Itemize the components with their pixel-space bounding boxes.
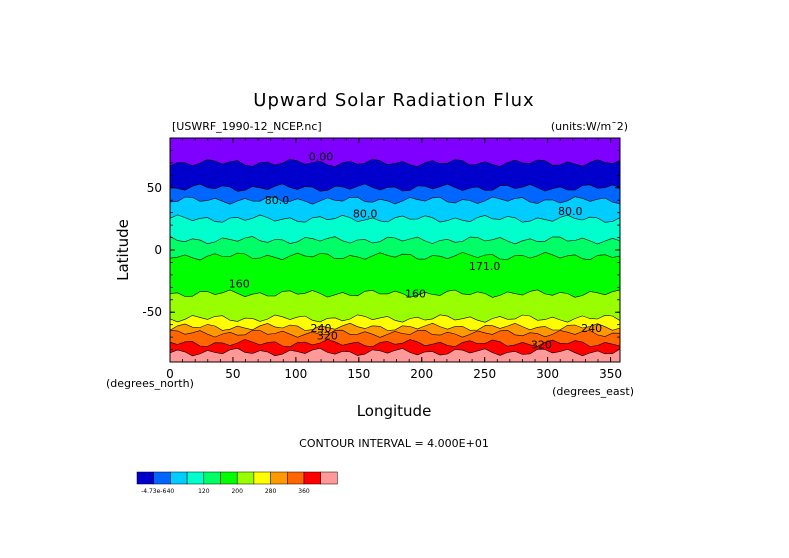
- units-label: (units:W/m¯2): [551, 120, 628, 133]
- colorbar-swatch: [153, 471, 171, 485]
- x-units-label: (degrees_east): [552, 385, 634, 398]
- x-tick-label: 250: [473, 367, 496, 381]
- colorbar-swatch: [320, 471, 338, 485]
- colorbar-swatch: [287, 471, 305, 485]
- x-tick-label: 100: [284, 367, 307, 381]
- colorbar-swatch: [136, 471, 154, 485]
- y-axis-label: Latitude: [114, 219, 132, 281]
- x-tick-label: 150: [347, 367, 370, 381]
- heatmap-band: [169, 347, 621, 363]
- x-tick-label: 0: [166, 367, 174, 381]
- x-tick-label: 50: [225, 367, 240, 381]
- y-tick-label: 0: [154, 243, 162, 257]
- contour-label: 80.0: [265, 194, 290, 207]
- y-tick-label: -50: [142, 305, 162, 319]
- dataset-label: [USWRF_1990-12_NCEP.nc]: [172, 120, 322, 133]
- y-units-label: (degrees_north): [106, 377, 194, 390]
- contour-label: 160: [405, 287, 426, 300]
- colorbar-swatch: [236, 471, 255, 485]
- chart-title: Upward Solar Radiation Flux: [253, 90, 534, 111]
- colorbar: -4.73e-6 40 120 200 280 360: [136, 471, 338, 495]
- y-axis-ticks: 50 0 -50: [142, 150, 620, 350]
- colorbar-swatch: [203, 471, 221, 485]
- x-axis-label: Longitude: [357, 402, 432, 420]
- contour-label: 320: [317, 330, 338, 343]
- colorbar-swatch: [170, 471, 188, 485]
- contour-label: 240: [311, 322, 332, 335]
- x-tick-label: 350: [599, 367, 622, 381]
- x-axis-ticks: 0 50 100 150 200 250 300 350: [166, 138, 622, 381]
- contour-label: 0.00: [309, 150, 334, 163]
- colorbar-swatch: [220, 471, 238, 485]
- colorbar-label: 40: [167, 488, 175, 495]
- colorbar-swatch: [253, 471, 271, 485]
- colorbar-swatch: [270, 471, 288, 485]
- colorbar-label: 280: [265, 488, 277, 495]
- colorbar-label: 120: [198, 488, 210, 495]
- contour-label: 240: [581, 322, 602, 335]
- contour-interval-label: CONTOUR INTERVAL = 4.000E+01: [299, 437, 489, 450]
- colorbar-label: 360: [298, 488, 310, 495]
- contour-label: 80.0: [353, 208, 378, 221]
- colorbar-label: 200: [231, 488, 243, 495]
- x-tick-label: 300: [536, 367, 559, 381]
- contour-label: 80.0: [558, 205, 583, 218]
- colorbar-swatch: [303, 471, 321, 485]
- y-tick-label: 50: [147, 181, 162, 195]
- colorbar-swatch: [186, 471, 205, 485]
- contour-label: 160: [229, 277, 250, 290]
- colorbar-label: -4.73e-6: [141, 488, 166, 495]
- contour-label: 171.0: [469, 260, 501, 273]
- x-tick-label: 200: [410, 367, 433, 381]
- contour-label: 320: [531, 338, 552, 351]
